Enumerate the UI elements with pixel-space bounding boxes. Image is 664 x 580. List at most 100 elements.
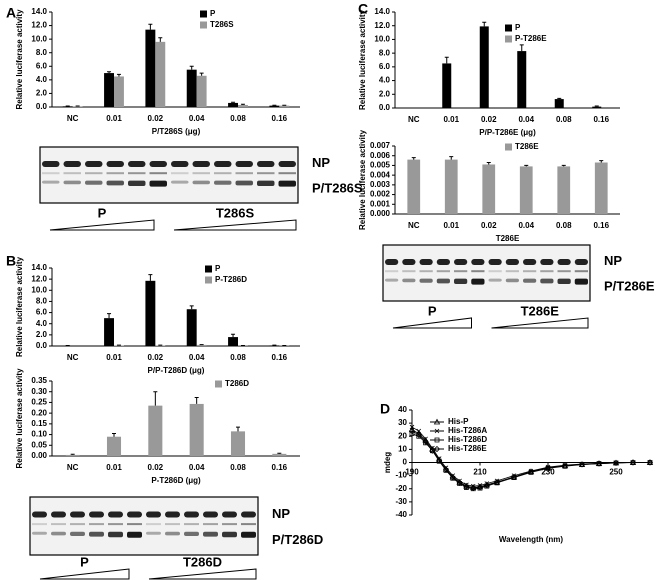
band-p [241, 531, 256, 538]
band-p2 [241, 523, 256, 526]
y-tick-label: 6.0 [379, 62, 391, 71]
x-tick-label: 0.16 [593, 221, 609, 230]
band-p2 [192, 172, 210, 175]
error-bar [70, 453, 75, 455]
x-axis-label: Wavelength (nm) [499, 535, 563, 544]
marker [456, 479, 463, 486]
group-label: P [428, 303, 437, 318]
x-tick-label: 210 [473, 468, 487, 477]
band-p [574, 278, 588, 285]
y-tick-label: 10.0 [31, 34, 47, 43]
line [411, 430, 650, 489]
band-np [471, 259, 485, 265]
marker [470, 485, 477, 492]
x-tick-label: 230 [541, 468, 555, 477]
band-p2 [171, 172, 189, 175]
y-tick-label: 0.006 [370, 151, 391, 160]
x-tick-label: 0.02 [481, 115, 497, 124]
band-p2 [505, 270, 519, 273]
band-np [171, 161, 189, 167]
legend-label: P [515, 23, 521, 32]
y-axis-label: Relative luciferase activity [15, 9, 24, 110]
marker [629, 459, 637, 466]
blot-label: P/T286S [312, 180, 363, 195]
bar [145, 29, 156, 108]
band-p2 [146, 523, 161, 526]
band-p [540, 278, 554, 284]
bar [114, 345, 124, 346]
band-p2 [540, 270, 554, 273]
bar [554, 99, 564, 108]
legend-swatch [505, 143, 512, 151]
band-np [574, 259, 588, 265]
band-np [42, 161, 60, 167]
y-tick-label: 10 [398, 444, 407, 453]
x-tick-label: 0.08 [230, 114, 246, 123]
band-p2 [42, 172, 60, 175]
band-p2 [385, 270, 399, 273]
x-tick-label: 0.04 [189, 114, 205, 123]
wedge [148, 568, 257, 580]
y-tick-label: 2.0 [36, 330, 48, 339]
x-axis-label: T286E [496, 234, 520, 243]
x-tick-label: 0.04 [518, 115, 534, 124]
band-p2 [165, 523, 180, 526]
error-bar [116, 73, 121, 77]
y-axis-label: Relative luciferase activity [358, 129, 367, 230]
x-tick-label: 0.04 [189, 353, 205, 362]
y-tick-label: 4.0 [379, 76, 391, 85]
band-np [402, 259, 416, 265]
band-p [32, 531, 47, 535]
bar [106, 436, 122, 456]
legend-label: His-P [448, 417, 469, 426]
x-tick-label: 0.01 [443, 221, 459, 230]
error-bar [158, 37, 163, 42]
bar [189, 403, 204, 456]
y-tick-label: -20 [395, 484, 407, 493]
bar [148, 405, 163, 456]
error-bar [148, 274, 153, 281]
bar [228, 337, 238, 346]
x-tick-label: 0.01 [106, 463, 122, 472]
y-tick-label: 2.0 [36, 89, 48, 98]
x-tick-label: 0.01 [443, 115, 459, 124]
error-bar [557, 97, 562, 100]
band-p [471, 278, 485, 285]
x-tick-label: 0.16 [272, 114, 288, 123]
bar [72, 106, 83, 107]
group-label: T286D [183, 554, 222, 569]
band-p2 [32, 523, 47, 526]
band-p [192, 180, 210, 185]
band-p2 [128, 172, 146, 175]
blot-frame [382, 244, 591, 302]
band-p2 [402, 270, 416, 273]
x-tick-label: 0.04 [189, 463, 205, 472]
marker [595, 460, 603, 467]
wedge [392, 317, 472, 329]
y-tick-label: 6.0 [36, 308, 48, 317]
y-tick-label: 8.0 [36, 297, 48, 306]
legend-label: P [210, 9, 216, 18]
y-axis-label: mdeg [383, 452, 392, 473]
y-tick-label: -10 [395, 471, 407, 480]
blot-label: NP [312, 155, 330, 170]
band-p2 [51, 523, 66, 526]
y-tick-label: 4.0 [36, 75, 48, 84]
legend-label: P-T286D [215, 275, 247, 284]
error-bar [594, 105, 599, 107]
wedge [173, 219, 297, 231]
band-p2 [85, 172, 103, 175]
marker [544, 464, 552, 471]
legend-swatch [205, 276, 212, 284]
legend-swatch [205, 265, 212, 273]
legend-swatch [215, 380, 222, 388]
marker [510, 473, 518, 481]
error-bar [236, 426, 240, 432]
bar [104, 318, 114, 346]
y-tick-label: 10.0 [374, 35, 390, 44]
legend-label: P [215, 264, 221, 273]
band-np [63, 161, 81, 167]
band-p [127, 531, 142, 538]
x-tick-label: 0.16 [593, 115, 609, 124]
x-tick-label: 0.08 [230, 463, 246, 472]
